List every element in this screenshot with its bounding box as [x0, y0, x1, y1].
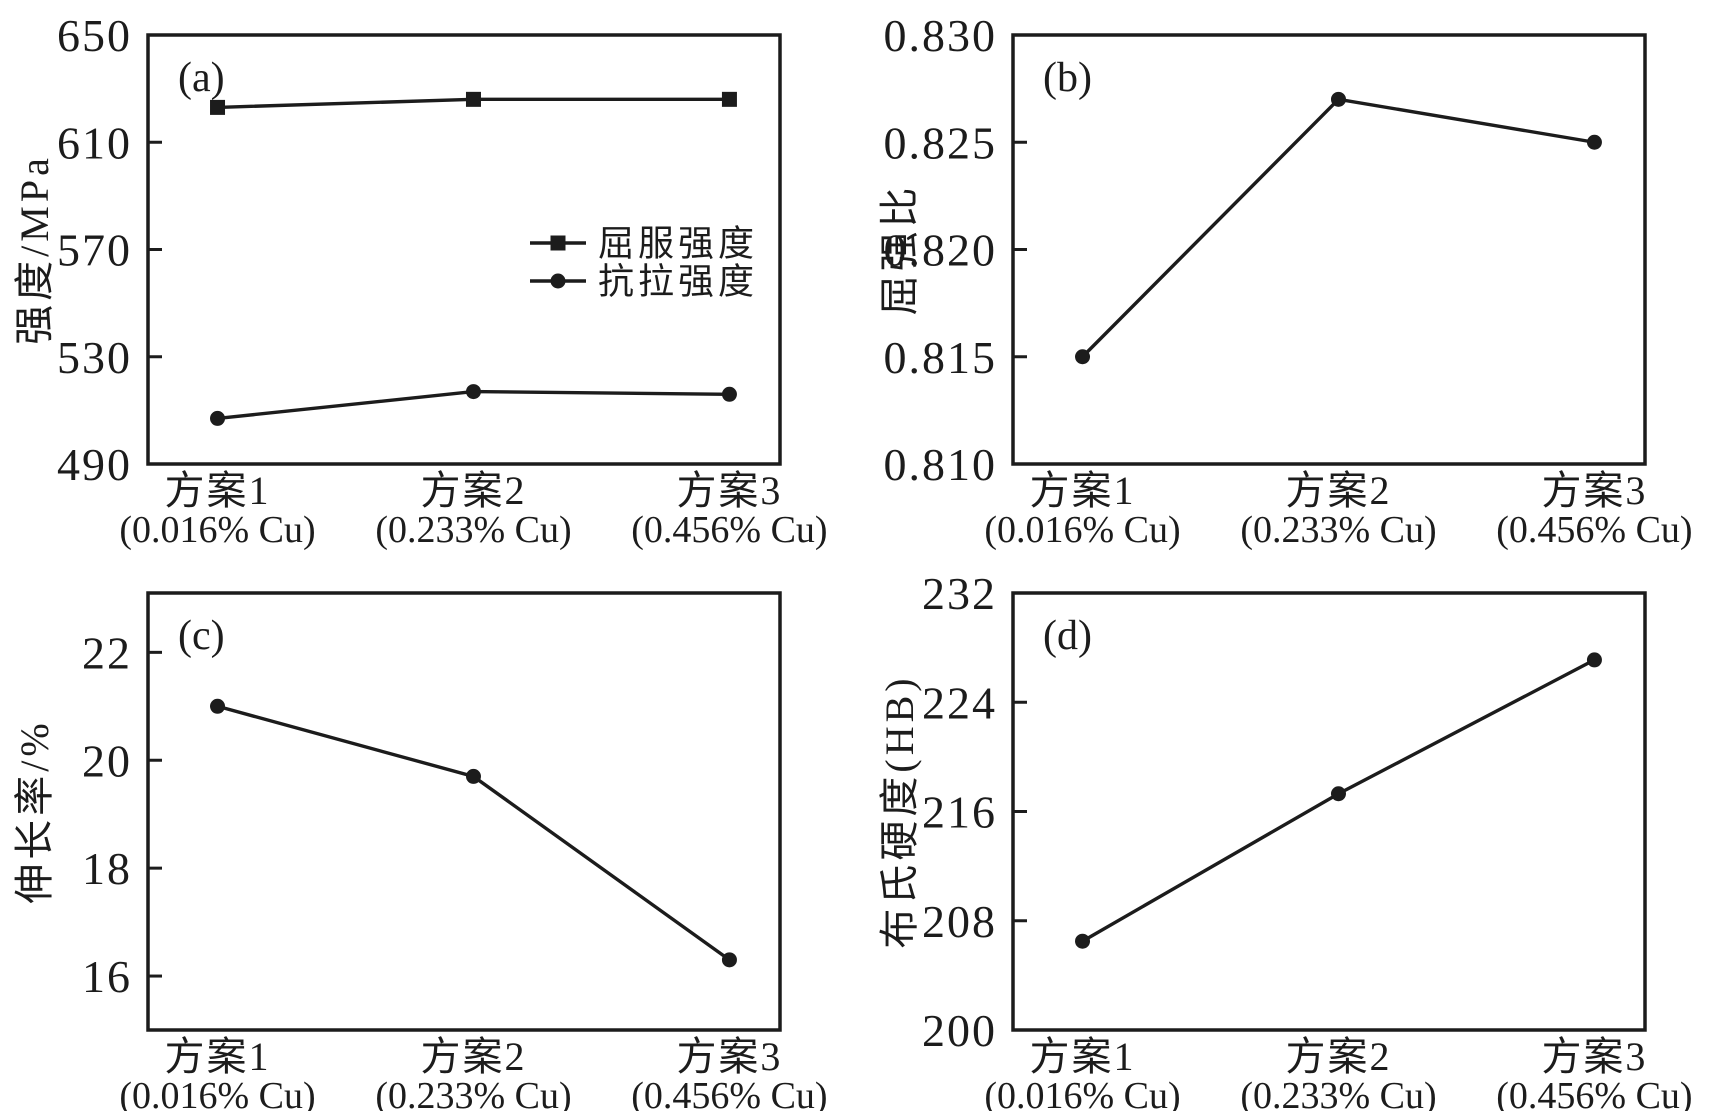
y-tick-label: 0.830 — [884, 10, 998, 61]
x-category-label: 方案2 — [420, 1034, 526, 1079]
legend-marker-square — [550, 235, 566, 251]
data-point-marker — [210, 698, 226, 714]
panel-d-chart: 200 208 216 224 232 布氏硬度(HB) (d) 方案1(0.016% Cu)… — [877, 568, 1693, 1111]
y-tick-label: 208 — [922, 896, 997, 947]
x-category-sublabel: (0.016% Cu) — [119, 1075, 315, 1111]
panel-tag: (c) — [178, 613, 225, 659]
data-point-marker — [465, 384, 481, 400]
y-tick-label: 16 — [82, 951, 132, 1002]
x-category-sublabel: (0.456% Cu) — [1496, 509, 1692, 551]
legend-marker-circle — [550, 273, 566, 289]
panel-tag: (b) — [1043, 55, 1092, 101]
x-category-label: 方案1 — [165, 468, 271, 513]
panel-tag: (d) — [1043, 613, 1092, 659]
y-tick-label: 570 — [57, 225, 132, 276]
y-tick-label: 0.825 — [884, 117, 998, 168]
data-point-marker — [1586, 134, 1602, 150]
data-point-marker — [1330, 786, 1346, 802]
x-category-sublabel: (0.016% Cu) — [119, 509, 315, 551]
series-line-1 — [217, 704, 731, 962]
x-category-label: 方案3 — [676, 468, 782, 513]
y-tick-label: 216 — [922, 787, 997, 838]
panel-a-chart: 490 530 570 610 650 强度/MPa (a) 方案1(0.016% Cu) 方案… — [12, 10, 828, 551]
plot-border — [146, 591, 782, 1032]
y-tick-label: 650 — [57, 10, 132, 61]
data-point-marker — [721, 91, 737, 107]
x-category-label: 方案2 — [1285, 1034, 1391, 1079]
x-category-label: 方案3 — [676, 1034, 782, 1079]
x-category-sublabel: (0.233% Cu) — [375, 509, 571, 551]
data-point-marker — [210, 410, 226, 426]
x-category-label: 方案3 — [1541, 1034, 1647, 1079]
y-tick-label: 0.810 — [884, 439, 998, 490]
y-axis-title: 强度/MPa — [12, 154, 57, 345]
y-tick-label: 232 — [922, 568, 997, 619]
panel-tag: (a) — [178, 55, 225, 101]
y-tick-label: 20 — [82, 735, 132, 786]
x-category-label: 方案2 — [1285, 468, 1391, 513]
plot-border — [1011, 33, 1647, 466]
data-point-marker — [1330, 91, 1346, 107]
data-point-marker — [465, 91, 481, 107]
data-point-marker — [465, 768, 481, 784]
x-category-label: 方案3 — [1541, 468, 1647, 513]
y-tick-label: 22 — [82, 627, 132, 678]
legend-label: 屈服强度 — [598, 224, 758, 264]
x-category-label: 方案2 — [420, 468, 526, 513]
x-category-label: 方案1 — [1030, 468, 1136, 513]
y-axis-title: 布氏硬度(HB) — [877, 674, 922, 948]
y-tick-label: 0.815 — [884, 332, 998, 383]
x-category-label: 方案1 — [165, 1034, 271, 1079]
data-point-marker — [1075, 933, 1091, 949]
panel-c-chart: 16 18 20 22 伸长率/% (c) 方案1(0.016% Cu) 方案2(0.233%… — [12, 591, 828, 1111]
data-point-marker — [721, 952, 737, 968]
x-category-sublabel: (0.456% Cu) — [631, 1075, 827, 1111]
data-point-marker — [1586, 652, 1602, 668]
plot-border — [146, 33, 782, 466]
data-point-marker — [1075, 349, 1091, 365]
x-category-sublabel: (0.016% Cu) — [984, 509, 1180, 551]
x-category-sublabel: (0.456% Cu) — [631, 509, 827, 551]
x-category-sublabel: (0.016% Cu) — [984, 1075, 1180, 1111]
data-point-marker — [721, 386, 737, 402]
y-tick-label: 18 — [82, 843, 132, 894]
y-axis-title: 伸长率/% — [12, 719, 57, 903]
x-category-label: 方案1 — [1030, 1034, 1136, 1079]
y-tick-label: 0.820 — [884, 225, 998, 276]
y-tick-label: 490 — [57, 439, 132, 490]
y-tick-label: 200 — [922, 1005, 997, 1056]
data-point-marker — [210, 99, 226, 115]
x-category-sublabel: (0.233% Cu) — [1240, 1075, 1436, 1111]
panel-b-chart: 0.810 0.815 0.820 0.825 0.830 屈强比 (b) 方案1(0.016… — [877, 10, 1693, 551]
legend-label: 抗拉强度 — [598, 262, 758, 302]
y-axis-title: 屈强比 — [877, 184, 922, 316]
y-tick-label: 530 — [57, 332, 132, 383]
x-category-sublabel: (0.456% Cu) — [1496, 1075, 1692, 1111]
y-tick-label: 610 — [57, 117, 132, 168]
plot-border — [1011, 591, 1647, 1032]
x-category-sublabel: (0.233% Cu) — [375, 1075, 571, 1111]
y-tick-label: 224 — [922, 677, 997, 728]
series-line-1 — [1081, 97, 1595, 358]
x-category-sublabel: (0.233% Cu) — [1240, 509, 1436, 551]
